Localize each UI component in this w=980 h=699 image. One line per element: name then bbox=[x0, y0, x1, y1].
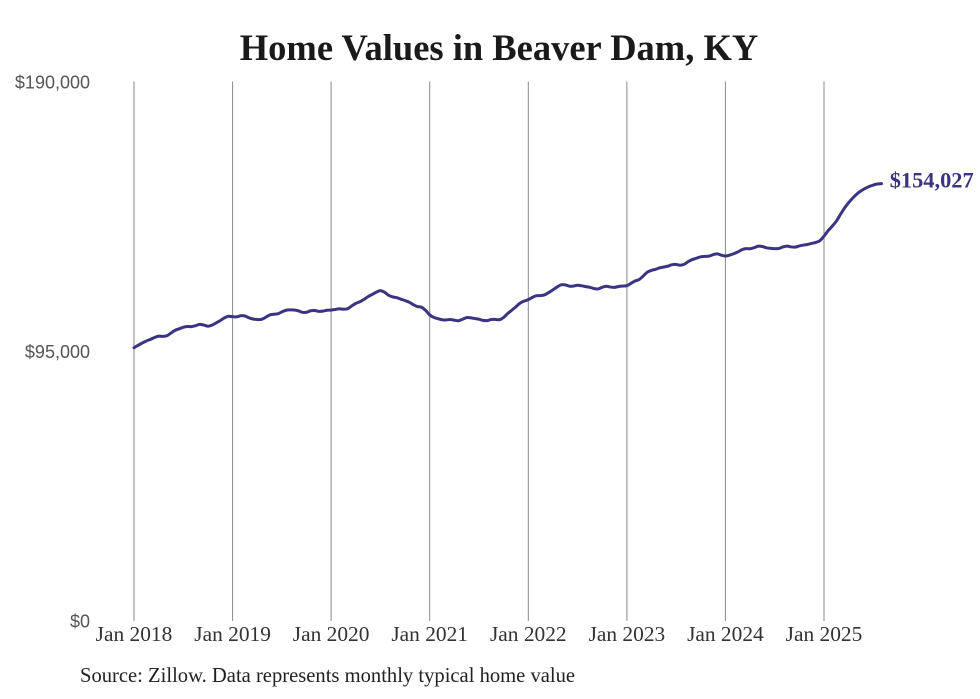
svg-text:Jan 2025: Jan 2025 bbox=[786, 622, 863, 646]
svg-text:Jan 2024: Jan 2024 bbox=[687, 622, 764, 646]
svg-text:$95,000: $95,000 bbox=[25, 342, 90, 362]
svg-text:$190,000: $190,000 bbox=[15, 73, 90, 93]
svg-text:Jan 2019: Jan 2019 bbox=[194, 622, 271, 646]
svg-text:$154,027: $154,027 bbox=[890, 167, 974, 192]
svg-text:Jan 2023: Jan 2023 bbox=[589, 622, 666, 646]
svg-text:Jan 2020: Jan 2020 bbox=[293, 622, 370, 646]
svg-text:Jan 2018: Jan 2018 bbox=[96, 622, 173, 646]
svg-text:Jan 2022: Jan 2022 bbox=[490, 622, 567, 646]
svg-text:$0: $0 bbox=[70, 612, 90, 632]
svg-text:Jan 2021: Jan 2021 bbox=[391, 622, 468, 646]
